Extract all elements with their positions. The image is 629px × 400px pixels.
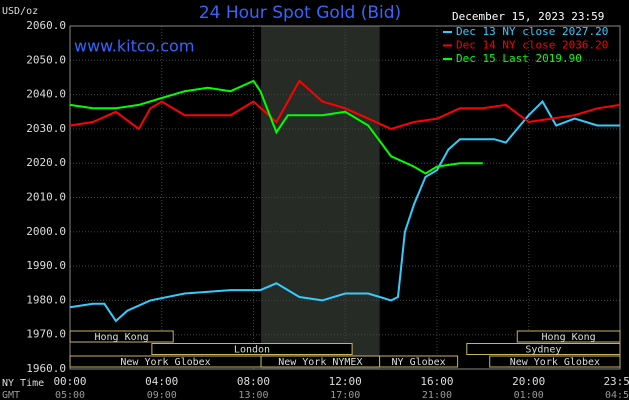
x2-tick-label: 01:00 — [514, 390, 544, 400]
x2-tick-label: 05:00 — [55, 390, 85, 400]
timestamp: December 15, 2023 23:59 — [452, 10, 604, 23]
line-series — [69, 79, 483, 175]
session-box — [489, 355, 621, 368]
x-tick-label: 16:00 — [420, 375, 453, 388]
y-tick-label: 2010.0 — [26, 191, 66, 204]
session-label: New York NYMEX — [278, 357, 362, 368]
x2-tick-label: 13:00 — [238, 390, 268, 400]
y-tick-label: 1960.0 — [26, 362, 66, 375]
x-tick-label: 00:00 — [53, 375, 86, 388]
legend-label: Dec 14 NY close 2036.20 — [456, 39, 608, 52]
plot-frame — [69, 25, 621, 370]
session-label: New York Globex — [510, 357, 600, 368]
x2-tick-label: 04:59 — [605, 390, 629, 400]
legend-label: Dec 15 Last 2019.90 — [456, 52, 582, 65]
session-label: Sydney — [525, 345, 561, 356]
subtitle: www.kitco.com — [74, 37, 194, 56]
y-tick-label: 2000.0 — [26, 225, 66, 238]
y-tick-label: 1970.0 — [26, 328, 66, 341]
x2-tick-label: 21:00 — [422, 390, 452, 400]
y-tick-label: 2050.0 — [26, 53, 66, 66]
x-tick-label: 04:00 — [145, 375, 178, 388]
x2-tick-label: 17:00 — [330, 390, 360, 400]
y-tick-label: 2040.0 — [26, 88, 66, 101]
session-label: NY Globex — [392, 357, 446, 368]
session-box — [69, 330, 174, 343]
x2-axis-label: GMT — [2, 390, 20, 400]
x2-tick-label: 09:00 — [147, 390, 177, 400]
session-box — [379, 355, 459, 368]
session-label: London — [234, 345, 270, 356]
session-box — [151, 343, 353, 355]
y-tick-label: 1980.0 — [26, 293, 66, 306]
x-axis-label: NY Time — [2, 378, 44, 389]
chart-title: 24 Hour Spot Gold (Bid) — [199, 3, 401, 23]
line-series — [69, 79, 621, 131]
session-label: Hong Kong — [95, 332, 149, 343]
x-tick-label: 12:00 — [329, 375, 362, 388]
session-box — [466, 343, 621, 355]
session-box — [516, 330, 621, 343]
session-label: Hong Kong — [542, 332, 596, 343]
y-axis-label: USD/oz — [2, 6, 38, 17]
x-tick-label: 08:00 — [237, 375, 270, 388]
session-label: New York Globex — [120, 357, 210, 368]
y-tick-label: 2060.0 — [26, 19, 66, 32]
y-tick-label: 1990.0 — [26, 259, 66, 272]
legend-label: Dec 13 NY close 2027.20 — [456, 25, 608, 38]
x-tick-label: 20:00 — [512, 375, 545, 388]
y-tick-label: 2030.0 — [26, 122, 66, 135]
x-tick-label: 23:59 — [603, 375, 629, 388]
y-tick-label: 2020.0 — [26, 156, 66, 169]
line-series — [69, 99, 620, 323]
